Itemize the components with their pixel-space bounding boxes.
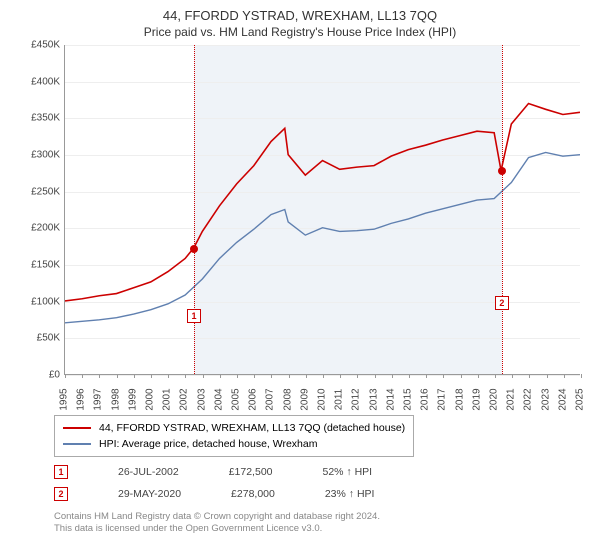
y-axis-label: £350K [20, 113, 60, 124]
x-axis-label: 2013 [368, 385, 379, 415]
legend-label-1: 44, FFORDD YSTRAD, WREXHAM, LL13 7QQ (de… [99, 422, 405, 434]
x-axis-label: 2019 [471, 385, 482, 415]
x-axis-label: 2000 [145, 385, 156, 415]
footer-line-2: This data is licensed under the Open Gov… [54, 523, 590, 535]
sale-row-marker: 2 [54, 487, 68, 501]
x-axis-label: 2020 [489, 385, 500, 415]
legend-label-2: HPI: Average price, detached house, Wrex… [99, 438, 318, 450]
sale-date: 29-MAY-2020 [118, 488, 181, 500]
sale-point [190, 245, 198, 253]
x-axis-label: 2018 [454, 385, 465, 415]
x-axis-label: 2004 [213, 385, 224, 415]
legend-swatch-hpi [63, 443, 91, 445]
y-axis-label: £100K [20, 296, 60, 307]
y-axis-label: £0 [20, 370, 60, 381]
x-axis-label: 1997 [93, 385, 104, 415]
x-axis-label: 2010 [317, 385, 328, 415]
x-axis-label: 2003 [196, 385, 207, 415]
x-axis-label: 2005 [231, 385, 242, 415]
x-axis-label: 2012 [351, 385, 362, 415]
x-axis-label: 2006 [248, 385, 259, 415]
sale-price: £278,000 [231, 488, 275, 500]
sales-table: 1 26-JUL-2002 £172,500 52% ↑ HPI 2 29-MAY-202… [10, 465, 590, 501]
y-axis-label: £400K [20, 76, 60, 87]
sale-date: 26-JUL-2002 [118, 466, 179, 478]
x-axis-label: 2022 [523, 385, 534, 415]
chart-title: 44, FFORDD YSTRAD, WREXHAM, LL13 7QQ [10, 8, 590, 23]
x-axis-label: 2023 [540, 385, 551, 415]
y-axis-label: £50K [20, 333, 60, 344]
x-axis-label: 1999 [127, 385, 138, 415]
x-axis-label: 1996 [76, 385, 87, 415]
x-axis-label: 2002 [179, 385, 190, 415]
sale-row: 1 26-JUL-2002 £172,500 52% ↑ HPI [54, 465, 590, 479]
sale-marker-1: 1 [187, 309, 201, 323]
sale-vline [502, 45, 503, 374]
footer-line-1: Contains HM Land Registry data © Crown c… [54, 511, 590, 523]
footer: Contains HM Land Registry data © Crown c… [54, 511, 590, 536]
x-axis-label: 2014 [385, 385, 396, 415]
sale-vline [194, 45, 195, 374]
sale-row: 2 29-MAY-2020 £278,000 23% ↑ HPI [54, 487, 590, 501]
chart-container: 44, FFORDD YSTRAD, WREXHAM, LL13 7QQ Pri… [0, 0, 600, 560]
x-axis-label: 2008 [282, 385, 293, 415]
x-axis-label: 2015 [403, 385, 414, 415]
x-axis-label: 2016 [420, 385, 431, 415]
legend: 44, FFORDD YSTRAD, WREXHAM, LL13 7QQ (de… [54, 415, 414, 457]
chart-area: 12 £0£50K£100K£150K£200K£250K£300K£350K£… [20, 45, 580, 405]
plot-region: 12 [64, 45, 580, 375]
y-axis-label: £450K [20, 40, 60, 51]
y-axis-label: £250K [20, 186, 60, 197]
sale-row-marker: 1 [54, 465, 68, 479]
legend-item-2: HPI: Average price, detached house, Wrex… [63, 436, 405, 452]
x-axis-label: 2025 [575, 385, 586, 415]
y-axis-label: £300K [20, 150, 60, 161]
sale-marker-2: 2 [495, 296, 509, 310]
sale-hpi-diff: 52% ↑ HPI [323, 466, 373, 478]
x-axis-label: 2009 [299, 385, 310, 415]
sale-hpi-diff: 23% ↑ HPI [325, 488, 375, 500]
legend-item-1: 44, FFORDD YSTRAD, WREXHAM, LL13 7QQ (de… [63, 420, 405, 436]
x-axis-label: 1998 [110, 385, 121, 415]
x-axis-label: 1995 [59, 385, 70, 415]
chart-subtitle: Price paid vs. HM Land Registry's House … [10, 25, 590, 39]
sale-price: £172,500 [229, 466, 273, 478]
x-axis-label: 2007 [265, 385, 276, 415]
x-axis-label: 2001 [162, 385, 173, 415]
x-axis-label: 2021 [506, 385, 517, 415]
x-axis-label: 2017 [437, 385, 448, 415]
legend-swatch-price-paid [63, 427, 91, 429]
sale-point [498, 167, 506, 175]
y-axis-label: £200K [20, 223, 60, 234]
y-axis-label: £150K [20, 260, 60, 271]
x-axis-label: 2024 [557, 385, 568, 415]
x-axis-label: 2011 [334, 385, 345, 415]
